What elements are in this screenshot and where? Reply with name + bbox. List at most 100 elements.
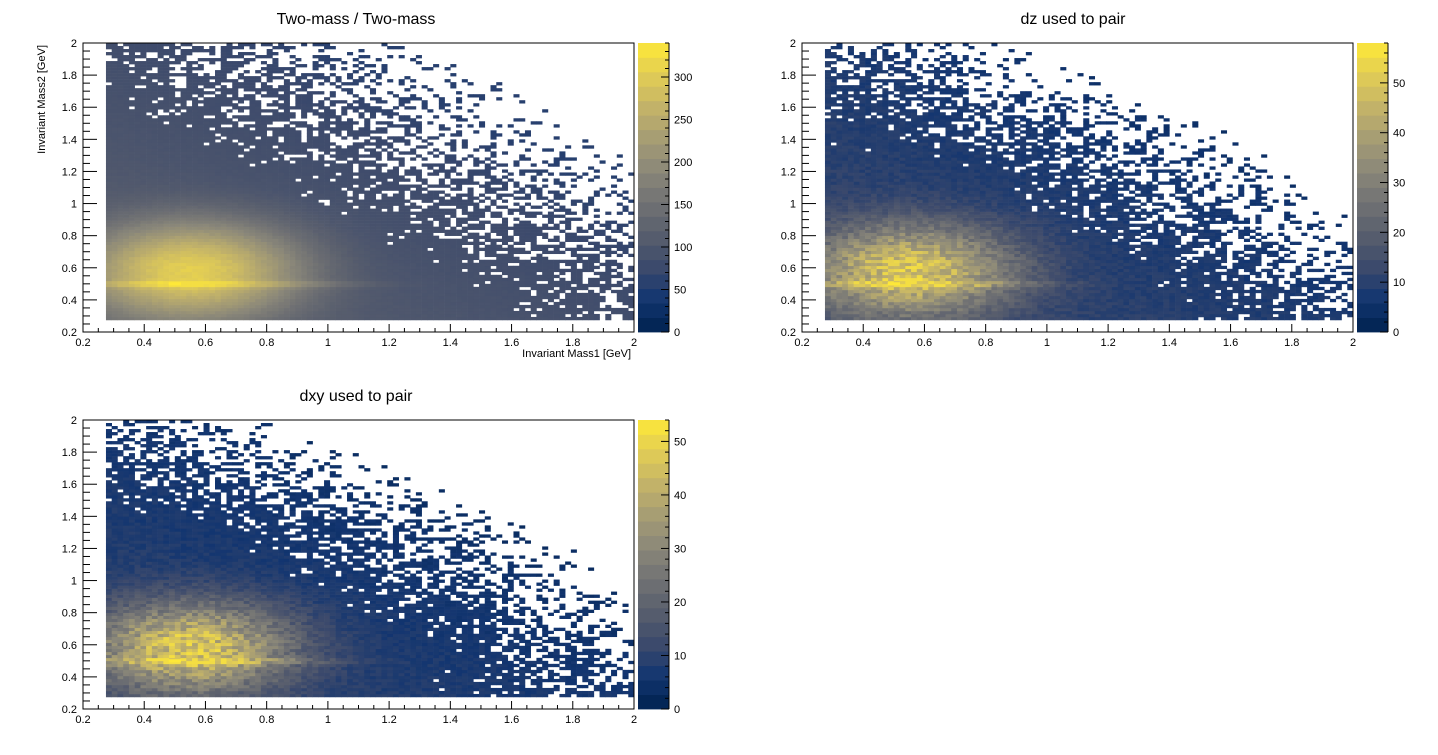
heatmap-cell (473, 310, 480, 315)
heatmap-cell (128, 316, 135, 321)
heatmap-cell (117, 262, 124, 267)
heatmap-cell (151, 157, 158, 161)
heatmap-cell (117, 175, 124, 179)
heatmap-cell (278, 268, 285, 273)
heatmap-cell (209, 196, 216, 200)
heatmap-cell (289, 223, 296, 227)
heatmap-cell (565, 295, 572, 300)
heatmap-cell (186, 220, 193, 224)
heatmap-cell (255, 241, 262, 245)
heatmap-cell (381, 226, 388, 230)
heatmap-cell (461, 193, 468, 197)
heatmap-cell (209, 244, 216, 249)
heatmap-cell (232, 229, 239, 233)
heatmap-cell (507, 313, 514, 318)
heatmap-cell (255, 196, 262, 200)
heatmap-cell (215, 292, 222, 297)
heatmap-cell (255, 277, 262, 282)
heatmap-cell (180, 199, 187, 203)
heatmap-cell (364, 103, 371, 107)
heatmap-cell (467, 289, 474, 294)
heatmap-cell (456, 172, 463, 176)
heatmap-cell (278, 112, 285, 116)
heatmap-cell (381, 223, 388, 227)
heatmap-cell (559, 268, 566, 273)
heatmap-cell (220, 100, 227, 104)
heatmap-cell (220, 103, 227, 107)
heatmap-cell (501, 226, 509, 230)
heatmap-cell (163, 151, 170, 155)
heatmap-cell (283, 115, 290, 119)
heatmap-cell (605, 238, 612, 242)
heatmap-cell (163, 169, 170, 173)
heatmap-cell (473, 226, 480, 230)
heatmap-cell (278, 214, 285, 218)
heatmap-cell (364, 253, 371, 258)
heatmap-cell (341, 316, 348, 321)
heatmap-cell (375, 172, 382, 176)
heatmap-cell (467, 292, 474, 297)
heatmap-cell (415, 274, 422, 279)
heatmap-cell (232, 106, 239, 110)
heatmap-cell (559, 154, 566, 158)
heatmap-cell (249, 148, 256, 152)
heatmap-cell (157, 307, 164, 312)
heatmap-cell (197, 121, 204, 125)
heatmap-cell (559, 172, 566, 176)
heatmap-cell (565, 316, 572, 321)
heatmap-cell (404, 238, 411, 242)
heatmap-cell (215, 277, 222, 282)
heatmap-cell (519, 169, 526, 173)
heatmap-cell (444, 127, 451, 131)
heatmap-cell (146, 313, 153, 318)
heatmap-cell (186, 169, 193, 173)
heatmap-cell (260, 142, 267, 146)
heatmap-cell (295, 274, 302, 279)
heatmap-cell (157, 217, 164, 221)
heatmap-cell (301, 145, 308, 149)
heatmap-cell (404, 124, 411, 128)
heatmap-cell (237, 133, 245, 137)
heatmap-cell (553, 283, 560, 288)
heatmap-cell (209, 118, 216, 122)
heatmap-cell (105, 115, 112, 119)
heatmap-cell (375, 100, 382, 104)
heatmap-cell (381, 109, 388, 113)
heatmap-cell (255, 265, 262, 270)
heatmap-cell (180, 247, 187, 252)
heatmap-cell (105, 175, 112, 179)
heatmap-cell (128, 277, 135, 282)
heatmap-cell (433, 295, 440, 300)
heatmap-cell (249, 223, 256, 227)
heatmap-cell (467, 154, 474, 158)
heatmap-cell (128, 190, 135, 194)
heatmap-cell (255, 256, 262, 261)
heatmap-cell (565, 220, 572, 224)
heatmap-cell (364, 271, 371, 276)
heatmap-cell (134, 259, 141, 264)
heatmap-cell (616, 178, 623, 182)
heatmap-cell (404, 100, 411, 104)
heatmap-cell (232, 151, 239, 155)
heatmap-cell (318, 100, 325, 104)
heatmap-cell (611, 244, 618, 249)
heatmap-cell (392, 298, 399, 303)
heatmap-cell (117, 193, 124, 197)
heatmap-cell (318, 313, 325, 318)
heatmap-cell (226, 148, 233, 152)
heatmap-cell (387, 313, 394, 318)
heatmap-cell (392, 262, 399, 267)
heatmap-cell (484, 316, 491, 321)
heatmap-cell (157, 118, 164, 122)
heatmap-cell (220, 289, 227, 294)
heatmap-cell (392, 313, 399, 318)
heatmap-cell (352, 196, 359, 200)
heatmap-cell (157, 127, 164, 131)
heatmap-cell (163, 211, 170, 215)
heatmap-cell (105, 244, 112, 249)
heatmap-cell (260, 274, 267, 279)
heatmap-cell (243, 193, 250, 197)
heatmap-cell (628, 289, 635, 294)
heatmap-cell (186, 148, 193, 152)
heatmap-cell (318, 274, 325, 279)
